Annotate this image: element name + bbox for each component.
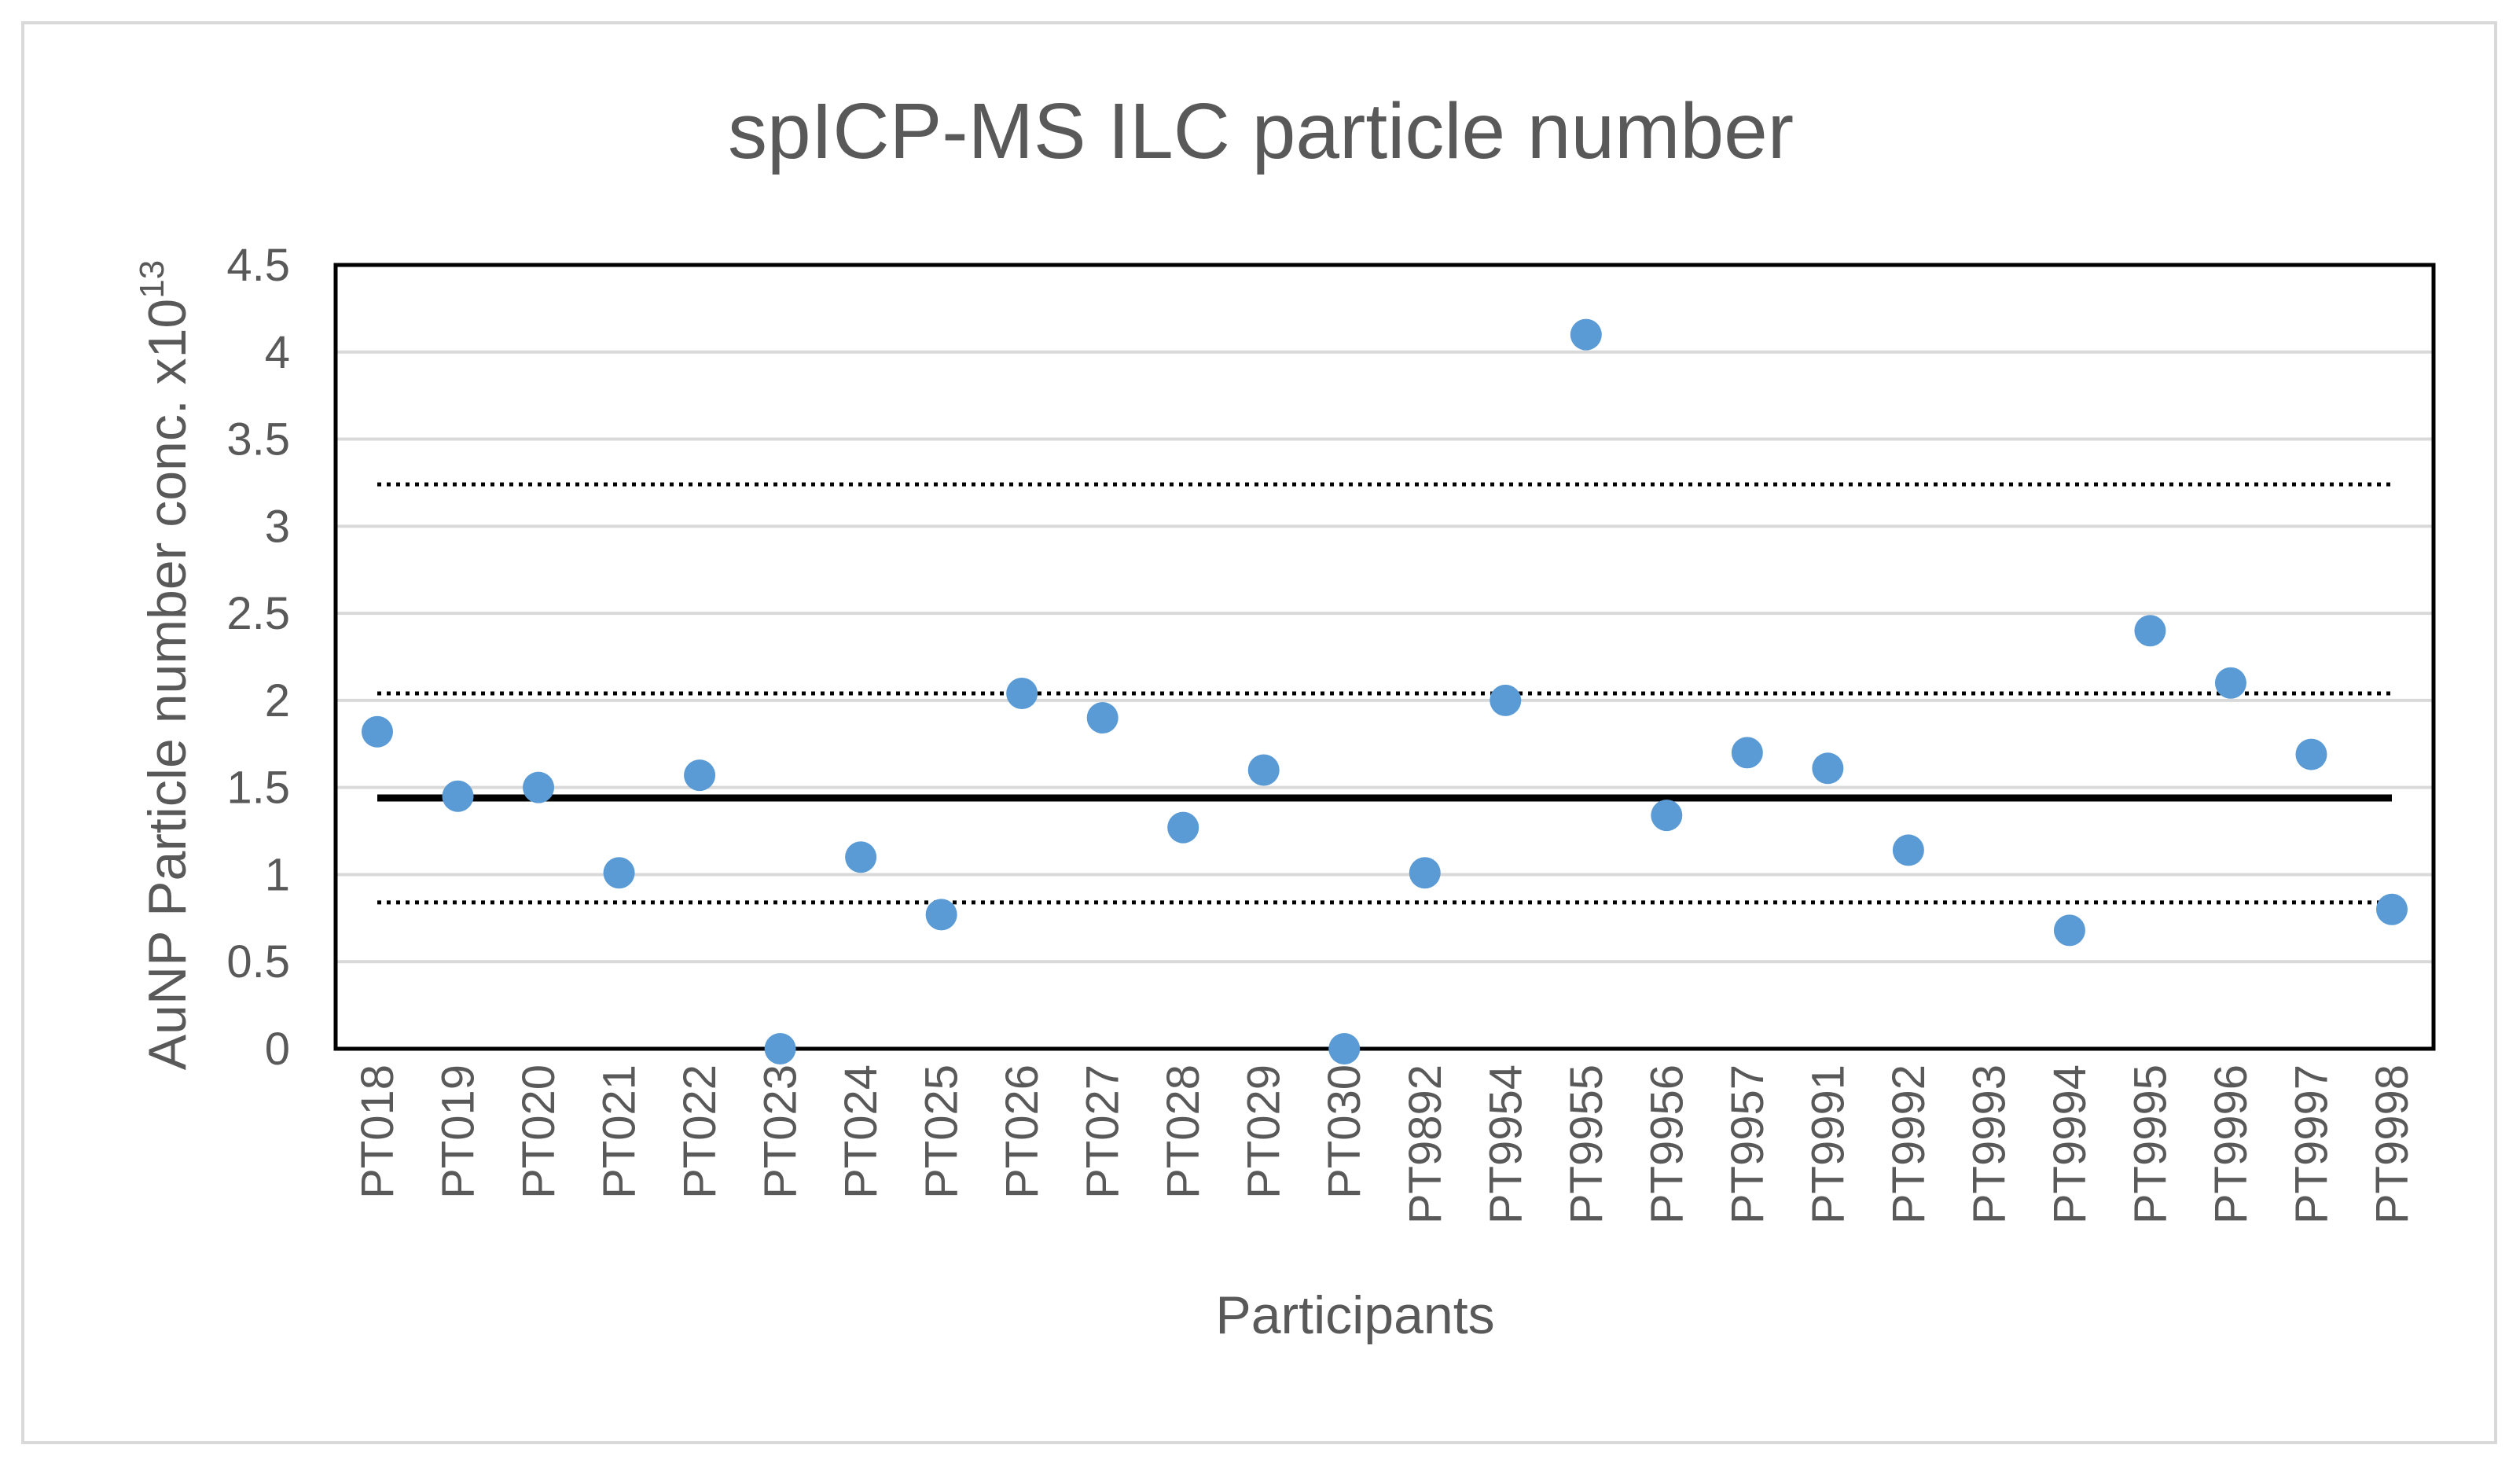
- data-point-pt022: [684, 759, 716, 792]
- y-tick-label: 4: [265, 327, 290, 378]
- x-tick-label: PT9996: [2206, 1064, 2257, 1224]
- data-point-pt9996: [2214, 667, 2246, 699]
- data-point-pt9998: [2376, 893, 2408, 925]
- data-point-pt9954: [1490, 684, 1522, 716]
- reference-lines: [377, 482, 2392, 905]
- x-tick-label: PT9892: [1400, 1064, 1451, 1224]
- x-tick-label: PT020: [513, 1064, 564, 1199]
- data-point-pt028: [1167, 811, 1199, 844]
- x-tick-label: PT021: [594, 1064, 645, 1199]
- data-point-pt9955: [1570, 318, 1602, 351]
- y-axis-label-main: AuNP Particle number conc. x10: [138, 299, 197, 1070]
- y-tick-label: 0.5: [226, 936, 290, 987]
- x-tick-label: PT026: [997, 1064, 1048, 1199]
- data-point-pt019: [442, 780, 474, 812]
- data-point-pt021: [603, 857, 635, 889]
- x-tick-label: PT019: [433, 1064, 484, 1199]
- data-point-pt030: [1328, 1033, 1361, 1064]
- x-tick-label: PT025: [917, 1064, 968, 1199]
- x-axis-ticks: PT018 PT019 PT020 PT021 PT022 PT023 PT024 PT025…: [352, 1064, 2418, 1224]
- y-tick-label: 1: [265, 849, 290, 900]
- y-tick-label: 1.5: [226, 763, 290, 814]
- x-tick-label: PT024: [836, 1064, 887, 1199]
- data-point-pt023: [764, 1033, 796, 1064]
- x-tick-label: PT9995: [2125, 1064, 2176, 1224]
- y-tick-label: 2: [265, 675, 290, 726]
- plot-area-border: [333, 263, 2436, 1051]
- data-point-pt018: [362, 715, 393, 748]
- data-point-pt027: [1086, 702, 1119, 734]
- x-tick-label: PT9994: [2044, 1064, 2096, 1224]
- data-point-pt020: [523, 771, 555, 803]
- x-tick-label: PT023: [755, 1064, 806, 1199]
- data-point-pt029: [1247, 754, 1280, 786]
- y-axis-ticks: 0 0.5 1 1.5 2 2.5 3 3.5 4 4.5: [226, 240, 290, 1075]
- y-tick-label: 3: [265, 501, 290, 552]
- x-tick-label: PT9997: [2286, 1064, 2337, 1224]
- chart-frame: spICP-MS ILC particle number 0 0.5 1 1.5 2 2.…: [21, 21, 2497, 1444]
- x-tick-label: PT030: [1319, 1064, 1370, 1199]
- data-point-pt9994: [2053, 914, 2085, 947]
- data-point-pt9992: [1892, 834, 1924, 866]
- data-point-pt025: [925, 899, 957, 931]
- x-tick-label: PT9955: [1561, 1064, 1612, 1224]
- data-point-pt9997: [2295, 738, 2327, 770]
- x-tick-label: PT022: [674, 1064, 726, 1199]
- y-tick-label: 4.5: [226, 240, 290, 291]
- data-point-pt9957: [1731, 737, 1763, 769]
- x-tick-label: PT029: [1239, 1064, 1290, 1199]
- chart-title: spICP-MS ILC particle number: [728, 87, 1794, 175]
- y-tick-label: 0: [265, 1024, 290, 1075]
- data-points: [362, 318, 2408, 1064]
- chart-svg: spICP-MS ILC particle number 0 0.5 1 1.5 2 2.…: [133, 87, 2436, 1345]
- x-axis-label: Participants: [1215, 1285, 1494, 1345]
- x-tick-label: PT9954: [1480, 1064, 1531, 1224]
- x-tick-label: PT018: [352, 1064, 403, 1199]
- y-tick-label: 3.5: [226, 414, 290, 465]
- data-point-pt9892: [1409, 857, 1441, 889]
- y-axis-label: AuNP Particle number conc. x1013: [133, 260, 197, 1070]
- x-tick-label: PT9993: [1963, 1064, 2015, 1224]
- x-tick-label: PT027: [1078, 1064, 1129, 1199]
- x-tick-label: PT9992: [1883, 1064, 1934, 1224]
- data-point-pt9991: [1812, 752, 1844, 785]
- y-tick-label: 2.5: [226, 588, 290, 639]
- data-point-pt9995: [2134, 615, 2166, 647]
- x-tick-label: PT028: [1158, 1064, 1209, 1199]
- x-tick-label: PT9957: [1722, 1064, 1773, 1224]
- data-point-pt024: [845, 841, 877, 873]
- x-tick-label: PT9956: [1641, 1064, 1692, 1224]
- x-tick-label: PT9991: [1802, 1064, 1853, 1224]
- x-tick-label: PT9998: [2367, 1064, 2418, 1224]
- gridlines: [336, 350, 2434, 964]
- data-point-pt026: [1006, 678, 1038, 710]
- data-point-pt9956: [1651, 800, 1683, 832]
- y-axis-label-superscript: 13: [133, 260, 171, 299]
